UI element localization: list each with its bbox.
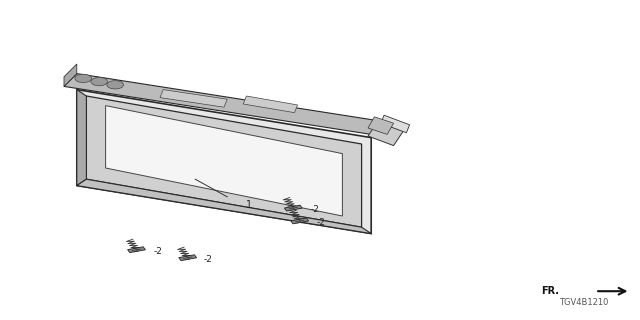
Polygon shape xyxy=(368,122,403,146)
Circle shape xyxy=(91,77,108,86)
Polygon shape xyxy=(381,115,410,133)
Polygon shape xyxy=(77,179,371,234)
Circle shape xyxy=(75,74,92,83)
Text: -2: -2 xyxy=(317,218,326,227)
Polygon shape xyxy=(86,96,362,227)
Polygon shape xyxy=(77,90,371,234)
Circle shape xyxy=(107,81,124,89)
Polygon shape xyxy=(291,218,308,224)
Polygon shape xyxy=(106,106,342,216)
Polygon shape xyxy=(64,74,384,134)
Polygon shape xyxy=(160,90,227,107)
Text: -2: -2 xyxy=(310,205,319,214)
Polygon shape xyxy=(127,247,145,252)
Polygon shape xyxy=(284,205,302,211)
Text: 1: 1 xyxy=(246,200,253,210)
Polygon shape xyxy=(64,64,77,86)
Text: -2: -2 xyxy=(154,247,163,256)
Polygon shape xyxy=(368,117,394,134)
Polygon shape xyxy=(243,96,298,113)
Polygon shape xyxy=(179,255,196,260)
Polygon shape xyxy=(77,90,86,186)
Text: TGV4B1210: TGV4B1210 xyxy=(559,298,608,307)
Text: FR.: FR. xyxy=(541,286,559,296)
Text: -2: -2 xyxy=(204,255,212,264)
